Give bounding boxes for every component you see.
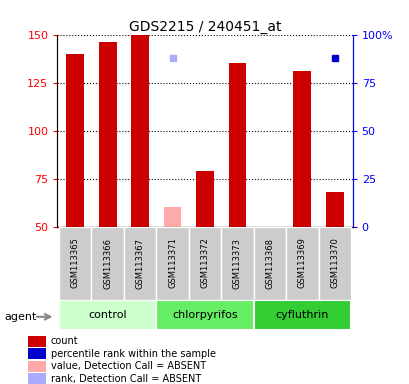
Text: percentile rank within the sample: percentile rank within the sample [51,349,215,359]
Bar [99,42,116,227]
Bar [253,227,285,300]
Bar [285,227,318,300]
Text: GSM113365: GSM113365 [71,238,79,288]
Bar [221,227,253,300]
Bar [253,300,350,330]
Bar [163,207,181,227]
Bar [59,227,91,300]
Text: chlorpyrifos: chlorpyrifos [172,310,237,320]
Text: value, Detection Call = ABSENT: value, Detection Call = ABSENT [51,361,205,371]
Text: rank, Detection Call = ABSENT: rank, Detection Call = ABSENT [51,374,200,384]
Bar [196,171,213,227]
Text: cyfluthrin: cyfluthrin [275,310,328,320]
Bar [156,300,253,330]
Bar [91,227,124,300]
Bar [28,348,46,359]
Bar [318,227,350,300]
Text: GSM113369: GSM113369 [297,238,306,288]
Text: GSM113368: GSM113368 [265,238,274,288]
Title: GDS2215 / 240451_at: GDS2215 / 240451_at [128,20,281,33]
Text: GSM113372: GSM113372 [200,238,209,288]
Bar [188,227,221,300]
Bar [156,227,188,300]
Bar [124,227,156,300]
Text: control: control [88,310,127,320]
Text: count: count [51,336,78,346]
Bar [131,35,149,227]
Text: GSM113371: GSM113371 [168,238,177,288]
Bar [28,361,46,372]
Bar [228,63,246,227]
Text: GSM113366: GSM113366 [103,238,112,288]
Text: GSM113370: GSM113370 [330,238,338,288]
Text: agent: agent [4,312,36,322]
Bar [293,71,310,227]
Bar [325,192,343,227]
Bar [28,373,46,384]
Bar [59,300,156,330]
Bar [28,336,46,346]
Bar [66,54,84,227]
Text: GSM113373: GSM113373 [232,238,241,288]
Text: GSM113367: GSM113367 [135,238,144,288]
